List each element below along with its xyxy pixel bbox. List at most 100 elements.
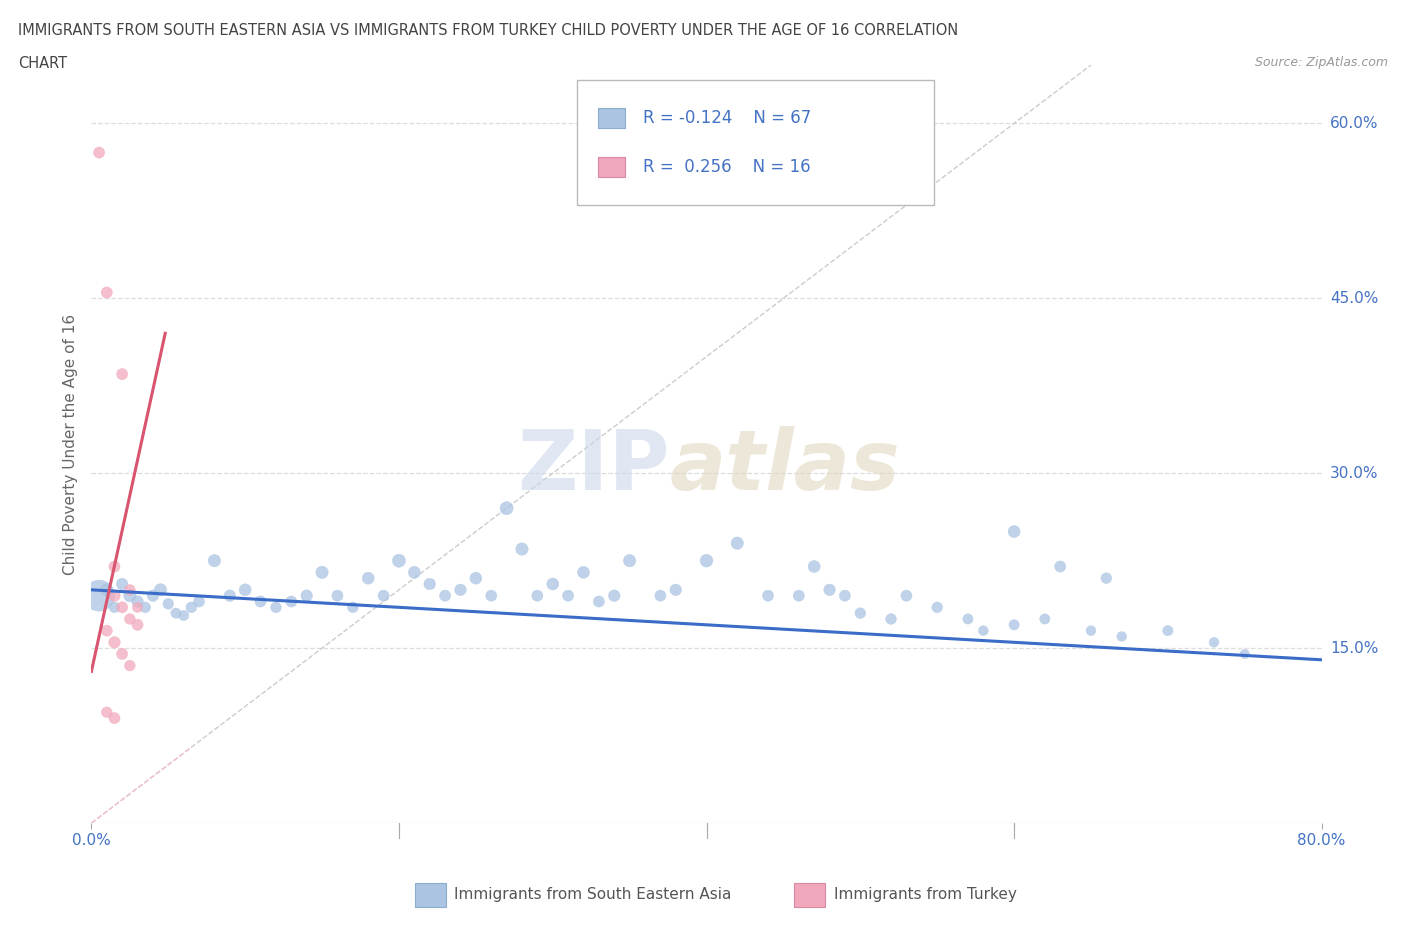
Point [1080, 623, 1102, 638]
Point [103, 589, 125, 604]
Point [134, 600, 156, 615]
Point [96, 623, 118, 638]
Point [1095, 571, 1118, 586]
Point [111, 366, 134, 381]
Point [449, 582, 471, 597]
Point [510, 541, 533, 556]
Point [972, 623, 994, 638]
Point [188, 594, 211, 609]
Point [111, 577, 134, 591]
Point [880, 612, 903, 627]
Point [180, 600, 202, 615]
Text: IMMIGRANTS FROM SOUTH EASTERN ASIA VS IMMIGRANTS FROM TURKEY CHILD POVERTY UNDER: IMMIGRANTS FROM SOUTH EASTERN ASIA VS IM… [18, 23, 959, 38]
Point [173, 608, 195, 623]
Point [818, 582, 841, 597]
FancyBboxPatch shape [599, 108, 626, 128]
Point [1111, 629, 1133, 644]
Point [87, 145, 110, 160]
Point [495, 500, 517, 515]
Point [103, 600, 125, 615]
Point [849, 605, 872, 620]
Point [118, 582, 141, 597]
Text: 15.0%: 15.0% [1330, 641, 1378, 656]
Point [357, 571, 380, 586]
Point [249, 594, 271, 609]
Point [165, 605, 187, 620]
Point [118, 612, 141, 627]
Point [96, 582, 118, 597]
Point [202, 553, 225, 568]
Point [557, 589, 579, 604]
Point [650, 589, 672, 604]
Point [103, 635, 125, 650]
Text: R = -0.124    N = 67: R = -0.124 N = 67 [643, 109, 811, 127]
Point [264, 600, 287, 615]
Point [111, 600, 134, 615]
Point [956, 612, 979, 627]
Point [87, 589, 110, 604]
Point [1157, 623, 1180, 638]
Point [103, 711, 125, 725]
Text: R =  0.256    N = 16: R = 0.256 N = 16 [643, 158, 810, 177]
Point [103, 559, 125, 574]
Point [526, 589, 548, 604]
Text: 30.0%: 30.0% [1330, 466, 1378, 481]
Point [118, 658, 141, 673]
Point [326, 589, 349, 604]
Text: CHART: CHART [18, 56, 67, 71]
Point [342, 600, 364, 615]
Text: 60.0%: 60.0% [1330, 116, 1378, 131]
Text: Immigrants from Turkey: Immigrants from Turkey [834, 887, 1017, 902]
Point [434, 589, 457, 604]
Point [1233, 646, 1256, 661]
Point [1049, 559, 1071, 574]
Point [1002, 525, 1025, 539]
Point [419, 577, 441, 591]
Text: ZIP: ZIP [517, 426, 669, 507]
Text: Source: ZipAtlas.com: Source: ZipAtlas.com [1254, 56, 1388, 69]
Point [896, 589, 918, 604]
Point [295, 589, 318, 604]
Y-axis label: Child Poverty Under the Age of 16: Child Poverty Under the Age of 16 [63, 313, 79, 575]
Point [118, 589, 141, 604]
Point [696, 553, 718, 568]
Point [479, 589, 502, 604]
Point [388, 553, 411, 568]
Point [404, 565, 426, 579]
Point [142, 589, 165, 604]
Point [1002, 618, 1025, 632]
Point [127, 618, 149, 632]
Point [157, 596, 180, 611]
Point [603, 589, 626, 604]
Point [927, 600, 949, 615]
Point [572, 565, 595, 579]
Point [803, 559, 825, 574]
Point [127, 600, 149, 615]
Point [588, 594, 610, 609]
Point [1033, 612, 1056, 627]
Point [834, 589, 856, 604]
Point [233, 582, 256, 597]
Point [96, 285, 118, 299]
FancyBboxPatch shape [599, 157, 626, 178]
Point [96, 705, 118, 720]
Point [149, 582, 172, 597]
Point [218, 589, 240, 604]
Point [787, 589, 810, 604]
Point [464, 571, 486, 586]
Point [1202, 635, 1225, 650]
Point [373, 589, 395, 604]
Text: 45.0%: 45.0% [1330, 291, 1378, 306]
Point [311, 565, 333, 579]
Point [541, 577, 564, 591]
Point [725, 536, 748, 551]
Point [665, 582, 688, 597]
Point [280, 594, 302, 609]
Text: atlas: atlas [669, 426, 900, 507]
Point [619, 553, 641, 568]
Text: Immigrants from South Eastern Asia: Immigrants from South Eastern Asia [454, 887, 731, 902]
Point [111, 646, 134, 661]
Point [127, 594, 149, 609]
Point [756, 589, 779, 604]
FancyBboxPatch shape [578, 80, 934, 206]
